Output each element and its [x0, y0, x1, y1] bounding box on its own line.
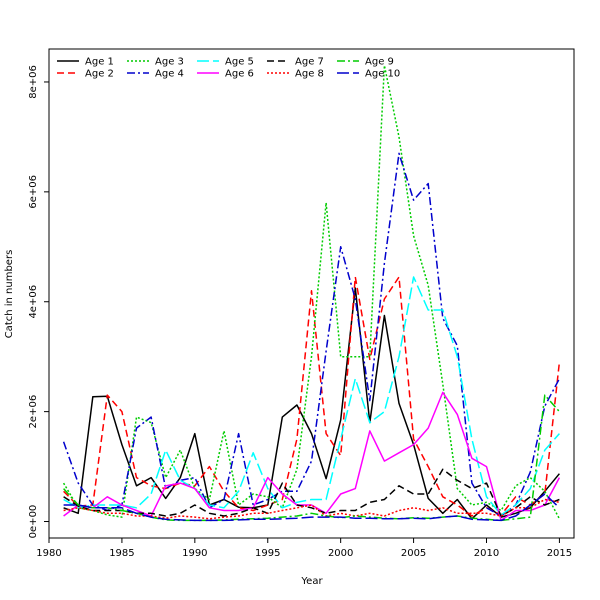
x-tick-label: 2010 [474, 548, 499, 559]
series-line-age-7 [63, 468, 560, 517]
series-line-age-6 [63, 391, 561, 522]
series-line-age-2 [63, 276, 561, 517]
legend-label: Age 2 [85, 69, 114, 80]
y-tick-label: 8e+06 [28, 65, 39, 99]
series-line-age-1 [63, 287, 560, 520]
y-tick-label: 0e+00 [28, 505, 39, 539]
x-tick-label: 1990 [182, 548, 207, 559]
x-axis: 1980 1985 1990 1995 2000 2005 2010 2015 [36, 538, 572, 559]
legend-label: Age 7 [295, 57, 324, 68]
series-line-age-4 [62, 152, 561, 517]
legend-label: Age 5 [225, 57, 254, 68]
x-tick-label: 1980 [36, 548, 61, 559]
y-tick-label: 2e+06 [28, 395, 39, 429]
x-axis-title: Year [300, 576, 323, 587]
x-tick-label: 2000 [328, 548, 353, 559]
legend-label: Age 4 [155, 69, 184, 80]
x-tick-label: 1985 [109, 548, 134, 559]
legend-label: Age 1 [85, 57, 114, 68]
series-line-age-5 [63, 276, 560, 516]
series-line-age-10 [63, 493, 560, 522]
legend-label: Age 6 [225, 69, 254, 80]
x-tick-label: 1995 [255, 548, 280, 559]
legend-label: Age 9 [365, 57, 394, 68]
y-tick-label: 4e+06 [28, 285, 39, 319]
legend-label: Age 3 [155, 57, 184, 68]
legend-label: Age 8 [295, 69, 324, 80]
y-axis-title: Catch in numbers [4, 250, 15, 339]
y-axis: 0e+00 2e+06 4e+06 6e+06 8e+06 [28, 65, 49, 538]
plot-frame [48, 48, 575, 539]
series-line-age-3 [62, 64, 561, 520]
x-tick-label: 2005 [401, 548, 426, 559]
series-layer [62, 64, 561, 522]
legend-label: Age 10 [365, 69, 400, 80]
x-tick-label: 2015 [547, 548, 572, 559]
y-tick-label: 6e+06 [28, 175, 39, 209]
